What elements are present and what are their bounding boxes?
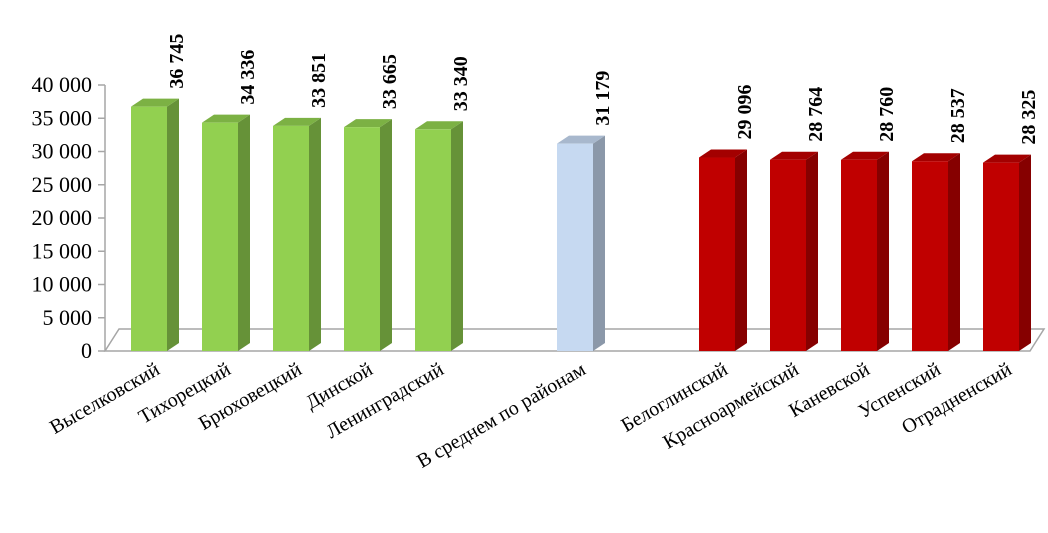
- data-label: 28 764: [805, 87, 827, 142]
- bar-top: [557, 135, 605, 144]
- bar-top: [202, 114, 250, 123]
- data-label: 31 179: [592, 71, 614, 126]
- y-tick-label: 5 000: [43, 305, 93, 330]
- y-tick-label: 0: [81, 338, 92, 363]
- bar-side: [380, 119, 392, 351]
- bar-side: [877, 151, 889, 351]
- data-label: 34 336: [237, 50, 259, 105]
- bar: [415, 129, 451, 351]
- data-label: 36 745: [166, 34, 188, 89]
- y-tick-label: 15 000: [32, 238, 93, 263]
- y-tick-label: 35 000: [32, 105, 93, 130]
- y-tick-label: 10 000: [32, 272, 93, 297]
- data-label: 33 340: [450, 56, 472, 111]
- bar-top: [912, 153, 960, 162]
- bar-side: [806, 151, 818, 351]
- bar-side: [735, 149, 747, 351]
- bar-side: [593, 135, 605, 351]
- y-tick-label: 20 000: [32, 205, 93, 230]
- bar: [699, 157, 735, 351]
- bar: [770, 159, 806, 351]
- y-tick-label: 30 000: [32, 139, 93, 164]
- data-label: 28 537: [947, 88, 969, 143]
- bar-top: [770, 151, 818, 160]
- bar: [131, 106, 167, 351]
- bar-side: [309, 117, 321, 352]
- bar-side: [238, 114, 250, 351]
- bar-side: [1019, 154, 1031, 351]
- bar-top: [273, 117, 321, 126]
- bar: [983, 162, 1019, 351]
- bar: [202, 122, 238, 351]
- bar-side: [167, 98, 179, 351]
- bar-top: [699, 149, 747, 158]
- bar-top: [415, 121, 463, 130]
- y-tick-label: 40 000: [32, 72, 93, 97]
- bar: [557, 143, 593, 351]
- data-label: 28 760: [876, 87, 898, 142]
- bar: [273, 125, 309, 352]
- bar-side: [451, 121, 463, 351]
- data-label: 29 096: [734, 85, 756, 140]
- bar-side: [948, 153, 960, 351]
- data-label: 33 665: [379, 54, 401, 109]
- bar-top: [131, 98, 179, 107]
- bar-top: [983, 154, 1031, 163]
- data-label: 33 851: [308, 53, 330, 108]
- bar-top: [841, 151, 889, 160]
- category-label: Ленинградский: [322, 358, 447, 443]
- bar: [912, 161, 948, 351]
- y-tick-label: 25 000: [32, 172, 93, 197]
- data-label: 28 325: [1018, 90, 1040, 145]
- bar: [841, 159, 877, 351]
- bar: [344, 127, 380, 351]
- bar-top: [344, 119, 392, 128]
